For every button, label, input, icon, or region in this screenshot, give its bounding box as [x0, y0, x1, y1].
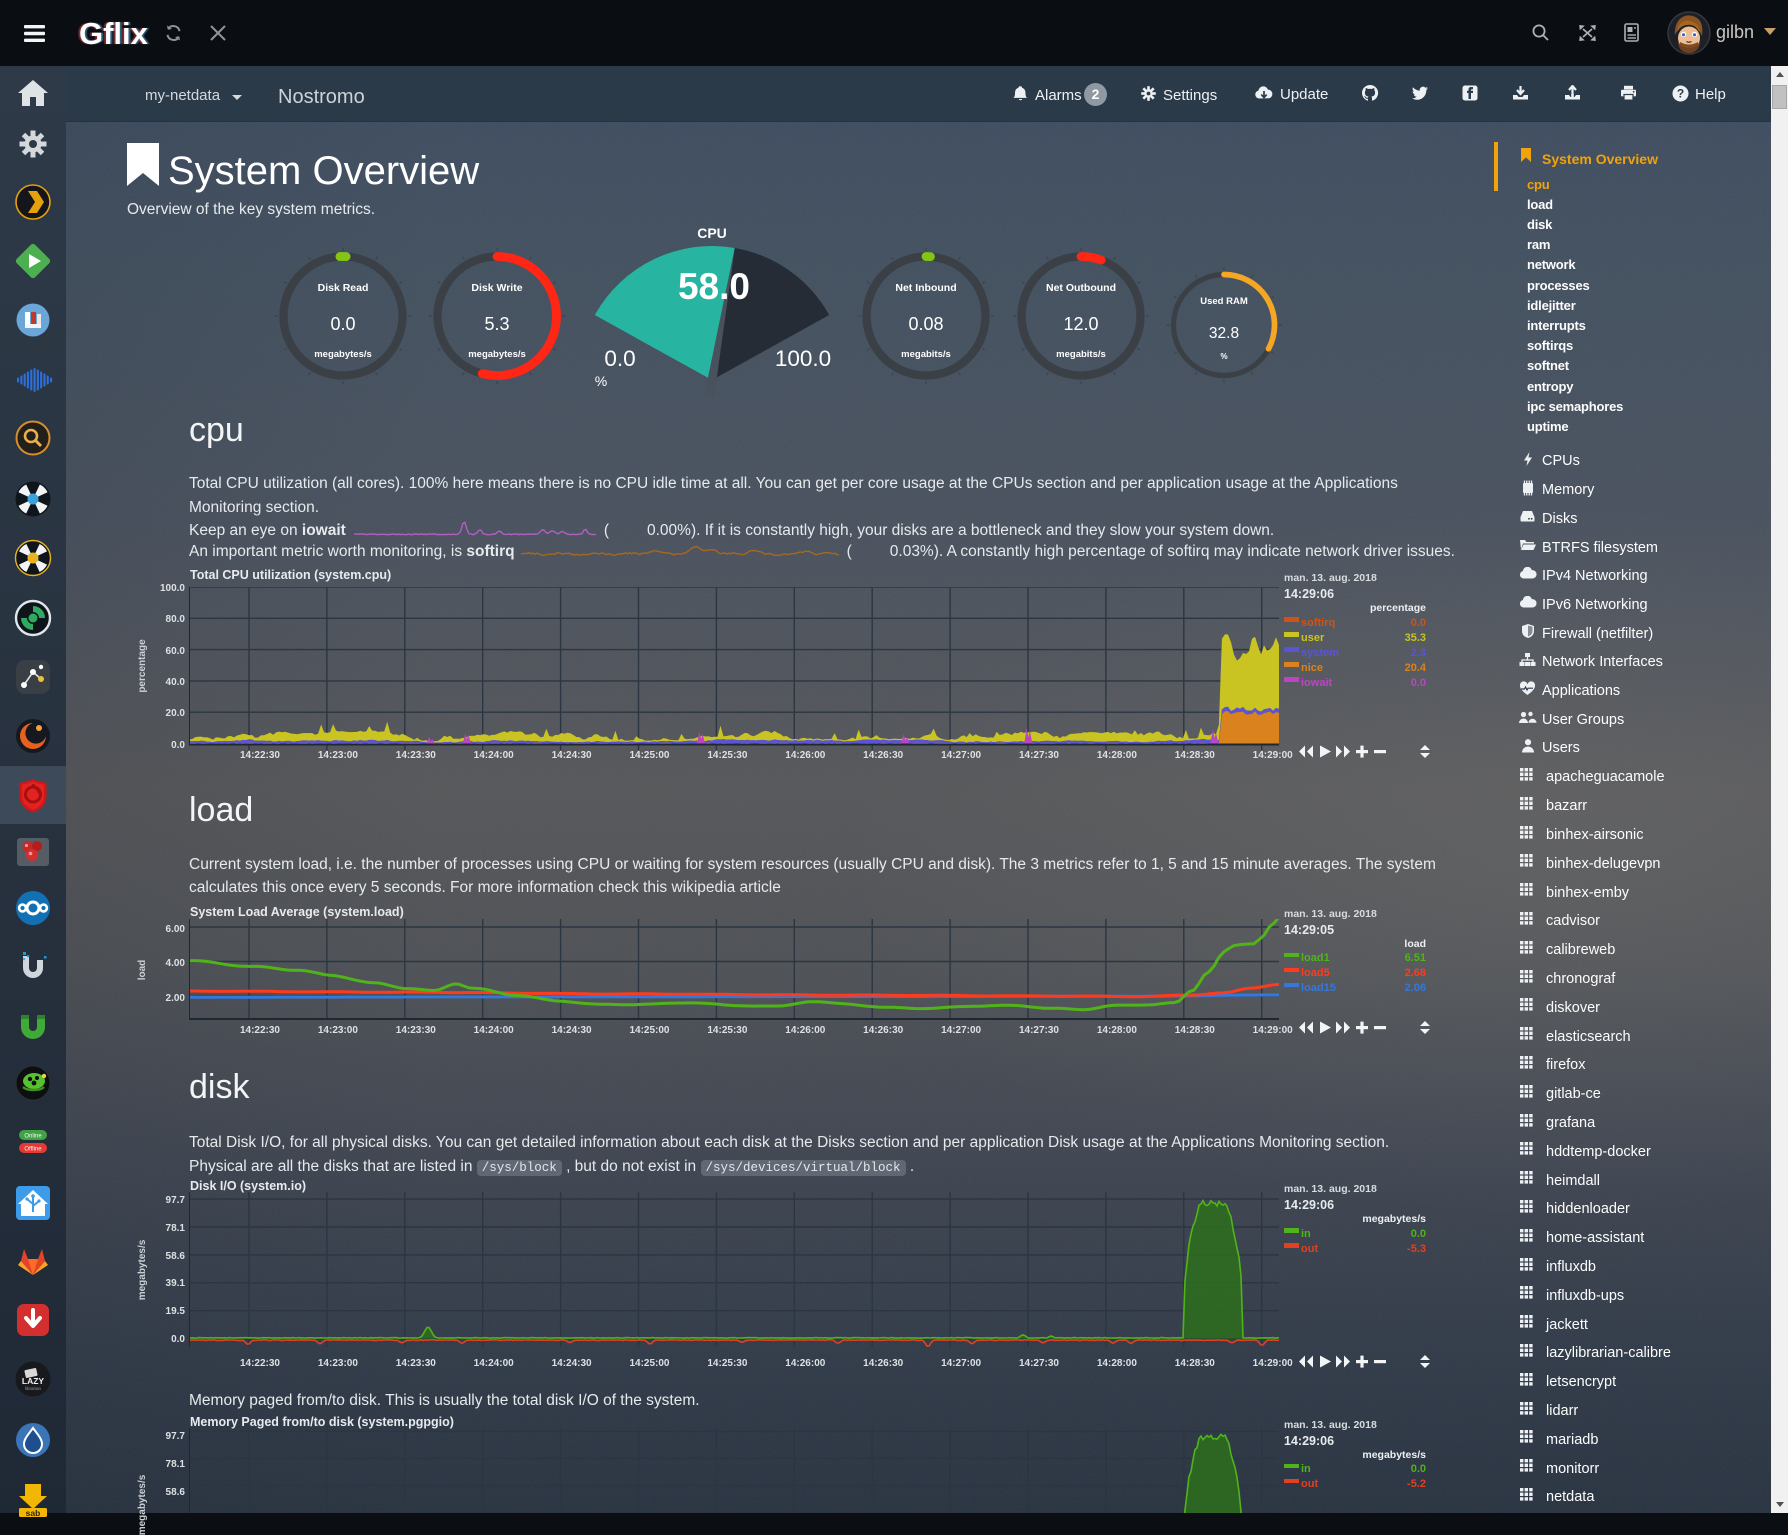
- svg-text:12.0: 12.0: [1063, 314, 1098, 334]
- svg-text:58.0: 58.0: [678, 266, 750, 307]
- svg-text:megabytes/s: megabytes/s: [468, 349, 526, 360]
- svg-text:Used RAM: Used RAM: [1200, 296, 1248, 307]
- svg-text:Disk Write: Disk Write: [471, 282, 522, 294]
- svg-text:%: %: [595, 373, 607, 389]
- svg-text:32.8: 32.8: [1209, 325, 1239, 342]
- svg-text:megabits/s: megabits/s: [1056, 349, 1106, 360]
- svg-text:Disk Read: Disk Read: [318, 282, 369, 294]
- svg-text:LAZY: LAZY: [22, 1376, 45, 1386]
- svg-text:CPU: CPU: [697, 225, 727, 241]
- svg-text:0.0: 0.0: [330, 314, 355, 334]
- svg-text:?: ?: [1677, 87, 1684, 101]
- svg-text:0.08: 0.08: [908, 314, 943, 334]
- svg-text:%: %: [1220, 352, 1227, 361]
- svg-text:sab: sab: [26, 1508, 41, 1518]
- svg-text:100.0: 100.0: [775, 346, 831, 371]
- svg-text:Offline: Offline: [24, 1147, 42, 1153]
- svg-text:Online: Online: [24, 1134, 42, 1140]
- svg-text:Net Inbound: Net Inbound: [895, 282, 956, 294]
- svg-text:5.3: 5.3: [484, 314, 509, 334]
- svg-text:megabytes/s: megabytes/s: [314, 349, 372, 360]
- svg-text:Net Outbound: Net Outbound: [1046, 282, 1116, 294]
- svg-text:librarian: librarian: [25, 1386, 42, 1391]
- svg-text:0.0: 0.0: [604, 346, 635, 371]
- svg-text:megabits/s: megabits/s: [901, 349, 951, 360]
